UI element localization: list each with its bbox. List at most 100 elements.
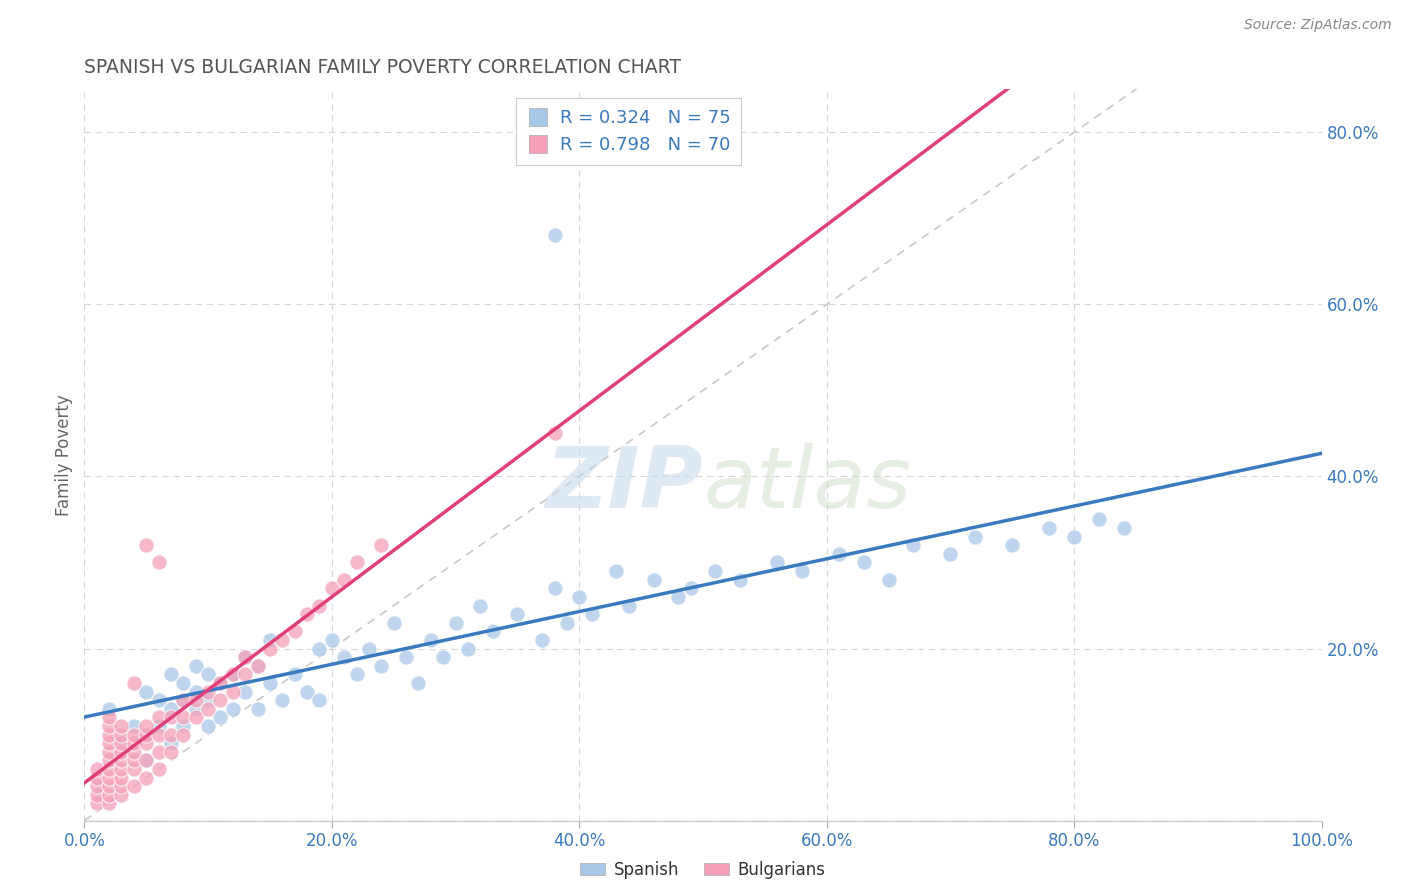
Point <box>172 728 194 742</box>
Point <box>308 693 330 707</box>
Text: Source: ZipAtlas.com: Source: ZipAtlas.com <box>1244 18 1392 32</box>
Point <box>110 779 132 793</box>
Point <box>86 771 108 785</box>
Point <box>98 753 121 767</box>
Point <box>172 676 194 690</box>
Point <box>148 728 170 742</box>
Point <box>184 693 207 707</box>
Point <box>965 530 987 544</box>
Point <box>284 624 307 639</box>
Point <box>321 582 343 596</box>
Point <box>86 762 108 776</box>
Point <box>531 632 554 647</box>
Point <box>122 736 145 750</box>
Point <box>135 753 157 767</box>
Point <box>172 693 194 707</box>
Point <box>766 556 789 570</box>
Point <box>246 658 269 673</box>
Point <box>259 632 281 647</box>
Point <box>197 667 219 681</box>
Point <box>481 624 503 639</box>
Point <box>197 719 219 733</box>
Point <box>172 719 194 733</box>
Point <box>333 573 356 587</box>
Point <box>122 779 145 793</box>
Point <box>295 684 318 698</box>
Point <box>233 684 256 698</box>
Point <box>110 771 132 785</box>
Text: ZIP: ZIP <box>546 442 703 525</box>
Point <box>444 615 467 630</box>
Point <box>148 710 170 724</box>
Point <box>110 728 132 742</box>
Point <box>98 797 121 811</box>
Point <box>432 650 454 665</box>
Point <box>506 607 529 621</box>
Point <box>395 650 418 665</box>
Point <box>877 573 900 587</box>
Point <box>346 556 368 570</box>
Point <box>148 693 170 707</box>
Y-axis label: Family Poverty: Family Poverty <box>55 394 73 516</box>
Point <box>122 728 145 742</box>
Point <box>148 745 170 759</box>
Point <box>222 667 245 681</box>
Point <box>148 719 170 733</box>
Point <box>259 676 281 690</box>
Point <box>470 599 492 613</box>
Point <box>457 641 479 656</box>
Point <box>135 684 157 698</box>
Point <box>98 728 121 742</box>
Point <box>679 582 702 596</box>
Point <box>135 538 157 552</box>
Point <box>271 632 294 647</box>
Point <box>555 615 578 630</box>
Point <box>160 728 183 742</box>
Point <box>122 719 145 733</box>
Point <box>209 676 232 690</box>
Point <box>98 762 121 776</box>
Point <box>122 745 145 759</box>
Point <box>790 564 813 578</box>
Text: atlas: atlas <box>703 442 911 525</box>
Point <box>222 684 245 698</box>
Point <box>98 745 121 759</box>
Point <box>160 710 183 724</box>
Point <box>172 710 194 724</box>
Point <box>419 632 441 647</box>
Point <box>160 702 183 716</box>
Point <box>605 564 627 578</box>
Point <box>98 736 121 750</box>
Point <box>135 771 157 785</box>
Point <box>543 426 565 441</box>
Point <box>160 667 183 681</box>
Point <box>259 641 281 656</box>
Point <box>197 693 219 707</box>
Point <box>852 556 875 570</box>
Point <box>110 745 132 759</box>
Point <box>370 538 392 552</box>
Point <box>160 745 183 759</box>
Point <box>98 710 121 724</box>
Point <box>148 556 170 570</box>
Point <box>160 736 183 750</box>
Point <box>110 719 132 733</box>
Point <box>408 676 430 690</box>
Point <box>1063 530 1085 544</box>
Point <box>86 788 108 802</box>
Point <box>209 693 232 707</box>
Point <box>1038 521 1060 535</box>
Point <box>197 702 219 716</box>
Point <box>233 650 256 665</box>
Point <box>617 599 640 613</box>
Point <box>233 667 256 681</box>
Point <box>184 710 207 724</box>
Point <box>308 599 330 613</box>
Point <box>1001 538 1024 552</box>
Point <box>98 779 121 793</box>
Point <box>135 719 157 733</box>
Point <box>148 762 170 776</box>
Point <box>98 788 121 802</box>
Point <box>666 590 689 604</box>
Point <box>110 736 132 750</box>
